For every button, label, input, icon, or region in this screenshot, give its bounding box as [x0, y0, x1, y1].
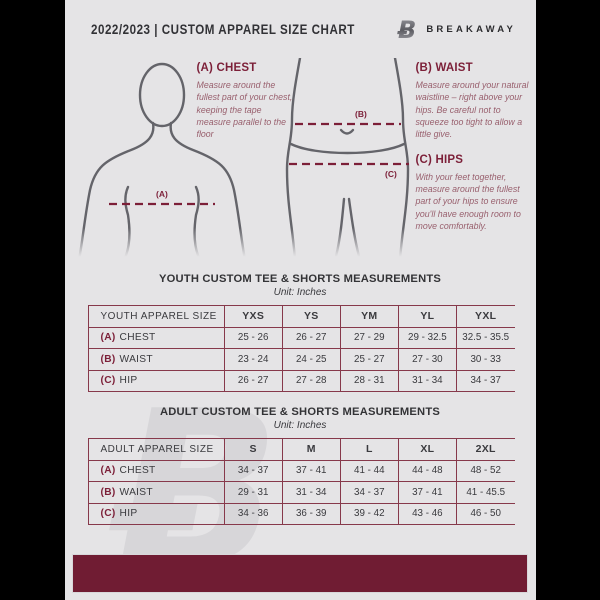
- table-cell: 34 - 37: [224, 460, 283, 482]
- table-cell: 27 - 30: [398, 348, 457, 371]
- page-title: 2022/2023 | CUSTOM APPAREL SIZE CHART: [90, 21, 355, 37]
- table-cell: 48 - 52: [456, 460, 515, 482]
- table-cell: 23 - 24: [224, 348, 283, 371]
- youth-col-ys: YS: [282, 305, 341, 328]
- waist-marker-label: (B): [355, 109, 367, 119]
- table-cell: 24 - 25: [282, 348, 341, 371]
- youth-col-ym: YM: [340, 305, 399, 328]
- table-cell: 25 - 26: [224, 327, 283, 349]
- youth-hip-row: (C) HIP 26 - 27 27 - 28 28 - 31 31 - 34 3…: [88, 370, 515, 392]
- adult-chest-row: (A) CHEST 34 - 37 37 - 41 41 - 44 44 - 48…: [88, 460, 515, 482]
- table-cell: 26 - 27: [282, 327, 341, 349]
- adult-col-2xl: 2XL: [456, 438, 515, 461]
- waist-hips-instructions: (B) WAIST Measure around your natural wa…: [416, 62, 530, 232]
- breakaway-b-logo-icon: Ƀ: [397, 16, 416, 42]
- table-cell: 37 - 41: [282, 460, 341, 482]
- adult-table-title: ADULT CUSTOM TEE & SHORTS MEASUREMENTS: [159, 406, 441, 418]
- table-cell: 34 - 36: [224, 503, 283, 525]
- chest-instructions: (A) CHEST Measure around the fullest par…: [197, 62, 295, 141]
- table-cell: 46 - 50: [470, 508, 501, 520]
- adult-table-unit: Unit: Inches: [273, 420, 327, 431]
- adult-size-table: ADULT APPAREL SIZE S M L XL 2XL (A) CHEST…: [87, 438, 515, 525]
- hips-marker-label: (C): [385, 169, 397, 179]
- adult-waist-label: (B) WAIST: [88, 481, 225, 504]
- youth-header-row: YOUTH APPAREL SIZE YXS YS YM YL YXL: [88, 305, 515, 328]
- youth-chest-row: (A) CHEST 25 - 26 26 - 27 27 - 29 29 - 32…: [88, 327, 515, 349]
- footer-bar: [71, 554, 528, 593]
- table-cell: 27 - 29: [340, 327, 399, 349]
- table-cell: 44 - 48: [398, 460, 457, 482]
- table-cell: 41 - 45.5: [456, 481, 515, 504]
- table-cell: 32.5 - 35.5: [456, 327, 515, 349]
- youth-size-table: YOUTH APPAREL SIZE YXS YS YM YL YXL (A) C…: [87, 305, 515, 392]
- table-cell: 43 - 46: [398, 503, 457, 525]
- youth-waist-row: (B) WAIST 23 - 24 24 - 25 25 - 27 27 - 30…: [88, 348, 515, 371]
- chest-marker-label: (A): [156, 189, 168, 199]
- brand-lockup: Ƀ BREAKAWAY: [397, 16, 516, 42]
- table-cell: 25 - 27: [340, 348, 399, 371]
- youth-table-title: YOUTH CUSTOM TEE & SHORTS MEASUREMENTS: [158, 273, 442, 285]
- figure-fade-overlay: [64, 228, 536, 264]
- table-cell: 39 - 42: [340, 503, 399, 525]
- table-cell: 27 - 28: [282, 370, 341, 392]
- youth-col-yxs: YXS: [224, 305, 283, 328]
- youth-col-yxl: YXL: [456, 305, 515, 328]
- table-cell: 36 - 39: [282, 503, 341, 525]
- adult-size-label: ADULT APPAREL SIZE: [88, 438, 225, 461]
- table-cell: 34 - 37: [340, 481, 399, 504]
- table-cell: 41 - 44: [340, 460, 399, 482]
- table-cell: 29 - 31: [224, 481, 283, 504]
- measurement-guide: (A) (A) CHEST Measure around the fullest…: [64, 56, 536, 264]
- adult-chest-label: (A) CHEST: [88, 460, 225, 482]
- hips-description: With your feet together, measure around …: [415, 171, 521, 231]
- adult-hip-row: (C) HIP 34 - 36 36 - 39 39 - 42 43 - 46 4…: [88, 503, 515, 525]
- youth-table-unit: Unit: Inches: [273, 287, 327, 298]
- waist-description: Measure around your natural waistline – …: [415, 80, 529, 140]
- waist-heading: (B) WAIST: [415, 62, 473, 74]
- table-cell: 34 - 37: [470, 375, 501, 387]
- adult-hip-label: (C) HIP: [88, 503, 225, 525]
- table-cell: 37 - 41: [398, 481, 457, 504]
- youth-chest-label: (A) CHEST: [88, 327, 225, 349]
- youth-size-label: YOUTH APPAREL SIZE: [88, 305, 225, 328]
- table-cell: 29 - 32.5: [398, 327, 457, 349]
- youth-hip-label: (C) HIP: [88, 370, 225, 392]
- youth-col-yl: YL: [398, 305, 457, 328]
- adult-col-l: L: [340, 438, 399, 461]
- adult-col-xl: XL: [398, 438, 457, 461]
- adult-col-s: S: [224, 438, 283, 461]
- youth-waist-label: (B) WAIST: [88, 348, 225, 371]
- size-chart-document: Ƀ 2022/2023 | CUSTOM APPAREL SIZE CHART …: [64, 0, 536, 600]
- table-cell: 30 - 33: [456, 348, 515, 371]
- brand-name: BREAKAWAY: [426, 23, 516, 35]
- table-cell: 28 - 31: [340, 370, 399, 392]
- chest-heading: (A) CHEST: [196, 62, 257, 74]
- table-cell: 26 - 27: [224, 370, 283, 392]
- svg-text:Ƀ: Ƀ: [397, 16, 416, 42]
- chest-description: Measure around the fullest part of your …: [196, 80, 293, 140]
- adult-waist-row: (B) WAIST 29 - 31 31 - 34 34 - 37 37 - 41…: [88, 481, 515, 504]
- table-cell: 31 - 34: [282, 481, 341, 504]
- document-header: 2022/2023 | CUSTOM APPAREL SIZE CHART Ƀ …: [65, 0, 536, 42]
- adult-header-row: ADULT APPAREL SIZE S M L XL 2XL: [88, 438, 515, 461]
- table-cell: 31 - 34: [398, 370, 457, 392]
- hips-heading: (C) HIPS: [415, 153, 464, 166]
- adult-col-m: M: [282, 438, 341, 461]
